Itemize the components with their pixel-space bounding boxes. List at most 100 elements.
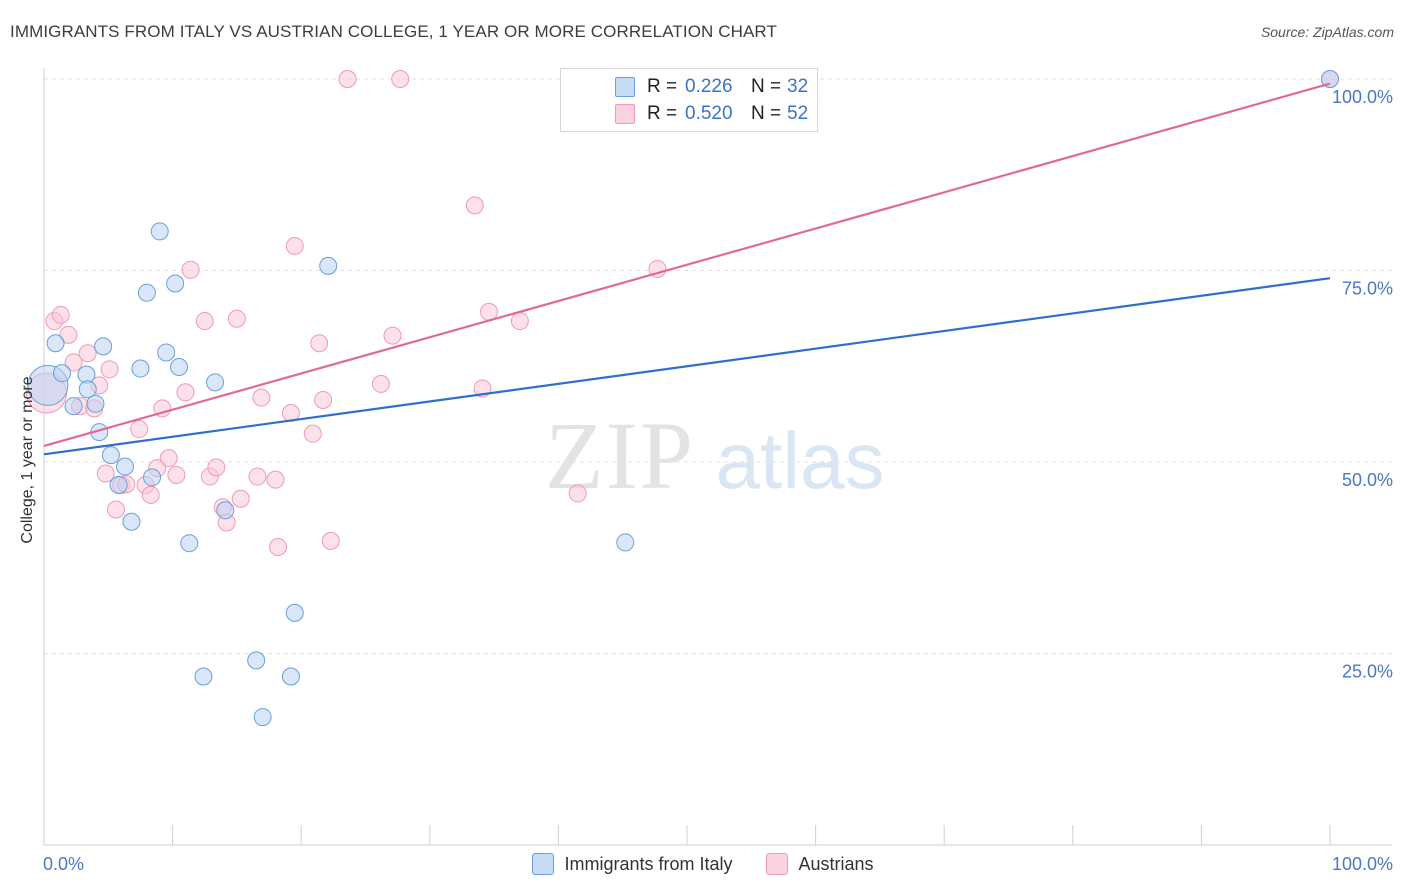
- y-axis-label: College, 1 year or more: [19, 376, 36, 544]
- austrians-point: [78, 344, 97, 363]
- italy-point: [166, 274, 185, 293]
- austrians-point: [285, 236, 304, 255]
- italy-point: [101, 446, 120, 465]
- austrians-point: [269, 538, 288, 557]
- trend-lines: [43, 82, 1331, 456]
- legend-swatch-italy: [532, 853, 555, 875]
- austrians-point: [568, 484, 587, 503]
- austrians-trend-line: [43, 82, 1331, 447]
- legend-item-italy: Immigrants from Italy: [532, 853, 732, 875]
- austrians-point: [64, 353, 83, 372]
- tick-labels: 25.0% 50.0% 75.0% 100.0% 0.0% 100.0%: [43, 87, 1393, 874]
- legend-row-italy: R = 0.226 N = 32: [587, 74, 849, 100]
- legend-r-value: 0.520: [685, 103, 733, 124]
- watermark-zip: ZIP: [545, 402, 695, 509]
- austrians-point: [59, 325, 78, 344]
- axes: [43, 68, 1392, 846]
- correlation-legend: R = 0.226 N = 32 R = 0.520 N = 52: [560, 68, 818, 132]
- italy-point: [157, 343, 176, 362]
- gridlines: [44, 78, 1392, 654]
- legend-r-label: R =: [647, 76, 678, 97]
- y-tick-label: 50.0%: [1342, 470, 1393, 490]
- austrians-point: [153, 399, 172, 418]
- italy-point: [616, 533, 635, 552]
- y-tick-label: 75.0%: [1342, 279, 1393, 299]
- italy-point: [46, 334, 65, 353]
- austrians-point: [227, 309, 246, 328]
- austrians-point: [465, 196, 484, 215]
- italy-trend-line: [43, 277, 1331, 456]
- austrians-point: [96, 464, 115, 483]
- austrians-point: [510, 312, 529, 331]
- italy-point: [137, 283, 156, 302]
- austrians-point: [391, 70, 410, 88]
- austrians-point: [266, 470, 285, 489]
- legend-label-italy: Immigrants from Italy: [564, 853, 733, 874]
- watermark-atlas: atlas: [716, 416, 885, 505]
- austrians-point: [314, 390, 333, 409]
- legend-swatch-austrians: [615, 104, 635, 124]
- legend-n-label: N =: [751, 76, 782, 97]
- austrians-point: [371, 374, 390, 393]
- austrians-point: [310, 334, 329, 353]
- legend-label-austrians: Austrians: [798, 853, 874, 874]
- austrians-point: [383, 326, 402, 345]
- legend-n-value: 32: [787, 76, 809, 97]
- legend-r-value: 0.226: [685, 76, 733, 97]
- italy-point: [253, 708, 272, 727]
- italy-point: [194, 667, 213, 686]
- legend-n-value: 52: [787, 103, 809, 124]
- austrians-point: [338, 70, 357, 88]
- legend-item-austrians: Austrians: [766, 853, 874, 875]
- austrians-point: [159, 449, 178, 468]
- austrians-point: [248, 467, 267, 486]
- italy-point: [1321, 70, 1339, 88]
- series-legend: Immigrants from Italy Austrians: [0, 852, 1406, 876]
- source-label: Source: ZipAtlas.com: [1260, 24, 1394, 40]
- italy-point: [64, 397, 83, 416]
- austrians-point: [181, 260, 200, 279]
- italy-point: [180, 534, 199, 553]
- italy-point: [131, 359, 150, 378]
- x-tick-label: 100.0%: [1332, 854, 1393, 874]
- italy-point: [281, 667, 300, 686]
- italy-point: [86, 394, 105, 413]
- italy-point: [94, 337, 113, 356]
- legend-r-label: R =: [647, 103, 678, 124]
- italy-point: [216, 501, 235, 520]
- legend-row-austrians: R = 0.520 N = 52: [587, 101, 849, 127]
- y-tick-label: 100.0%: [1332, 87, 1393, 107]
- legend-swatch-italy: [615, 77, 635, 97]
- austrians-point: [176, 383, 195, 402]
- x-tick-label: 0.0%: [43, 854, 84, 874]
- y-tick-label: 25.0%: [1342, 662, 1393, 682]
- austrians-point: [231, 489, 250, 508]
- chart-title: IMMIGRANTS FROM ITALY VS AUSTRIAN COLLEG…: [10, 22, 777, 41]
- italy-point: [150, 222, 169, 241]
- italy-point: [116, 457, 135, 476]
- austrians-point: [51, 305, 70, 324]
- italy-point: [78, 380, 97, 399]
- legend-n-label: N =: [751, 103, 782, 124]
- austrians-point: [252, 388, 271, 407]
- austrians-point: [167, 466, 186, 485]
- italy-point: [206, 373, 225, 392]
- italy-point: [53, 364, 72, 383]
- austrians-point: [303, 424, 322, 443]
- italy-point: [319, 256, 338, 275]
- austrians-point: [141, 485, 160, 504]
- italy-point: [143, 468, 162, 487]
- austrians-point: [321, 531, 340, 550]
- italy-point: [170, 358, 189, 377]
- italy-point: [285, 603, 304, 622]
- austrians-point: [195, 312, 214, 331]
- legend-swatch-austrians: [766, 853, 789, 875]
- watermark: ZIP atlas: [545, 402, 884, 509]
- italy-point: [109, 475, 128, 494]
- data-points: [26, 70, 1339, 727]
- austrians-point: [207, 458, 226, 477]
- austrians-point: [100, 360, 119, 379]
- italy-point: [122, 512, 141, 531]
- austrians-point: [130, 420, 149, 439]
